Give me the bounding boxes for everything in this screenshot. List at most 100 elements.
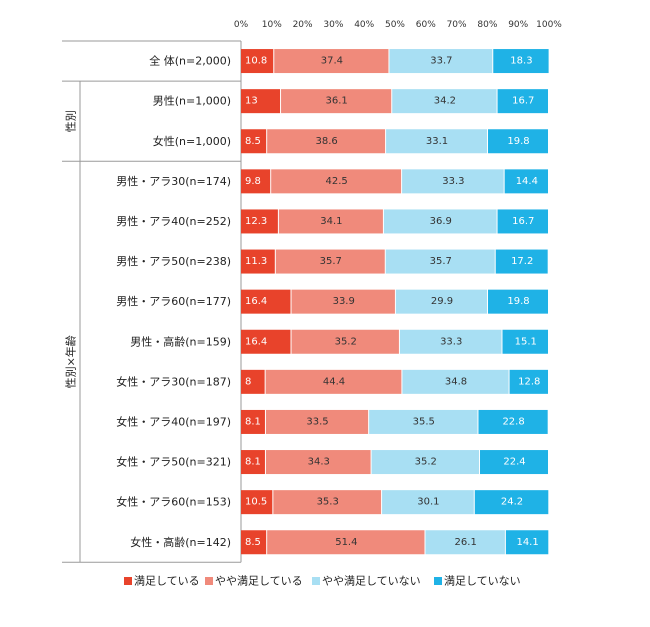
x-tick-label: 50%	[385, 20, 405, 30]
bar-segment	[241, 49, 274, 74]
data-label: 34.3	[308, 457, 330, 468]
bar-segment	[267, 129, 386, 154]
category-label: 男性・アラ50(n=238)	[116, 254, 231, 268]
bar-segment	[369, 409, 478, 434]
bar-segment	[241, 530, 267, 555]
legend-label: 満足していない	[444, 575, 521, 588]
data-label: 8.5	[245, 537, 261, 548]
category-label: 男性・アラ30(n=174)	[116, 174, 231, 188]
data-label: 17.2	[511, 256, 533, 267]
data-label: 36.9	[430, 216, 452, 227]
x-tick-label: 90%	[508, 20, 528, 30]
bar-segment	[488, 289, 548, 314]
data-label: 16.7	[512, 216, 534, 227]
bar-segment	[386, 129, 488, 154]
bar-segment	[265, 409, 369, 434]
data-label: 19.8	[507, 136, 529, 147]
data-label: 16.4	[245, 296, 267, 307]
data-label: 8	[245, 376, 251, 387]
bar-segment	[395, 289, 488, 314]
x-tick-label: 100%	[536, 20, 562, 30]
legend-item: やや満足している	[205, 575, 303, 588]
bar-segment	[402, 369, 509, 394]
legend: 満足している やや満足している やや満足していない 満足していない	[124, 575, 521, 588]
bar-segment	[273, 490, 382, 515]
category-label: 女性・アラ60(n=153)	[116, 495, 231, 509]
x-tick-label: 40%	[354, 20, 374, 30]
bar-row: 8.5 38.6 33.1 19.8	[241, 129, 548, 154]
bar-segment	[425, 530, 505, 555]
bar-segment	[241, 249, 275, 274]
legend-item: 満足していない	[434, 575, 521, 588]
bar-segment	[241, 129, 267, 154]
bar-row: 16.4 35.2 33.3 15.1	[241, 329, 548, 354]
data-label: 30.1	[417, 497, 439, 508]
x-tick-label: 80%	[477, 20, 497, 30]
data-label: 8.1	[245, 457, 261, 468]
bar-segment	[265, 450, 371, 475]
data-label: 15.1	[515, 336, 537, 347]
bar-row: 8.1 33.5 35.5 22.8	[241, 409, 548, 434]
data-label: 8.1	[245, 416, 261, 427]
category-label: 女性・アラ40(n=197)	[116, 414, 231, 428]
bar-segment	[392, 89, 497, 114]
data-label: 19.8	[507, 296, 529, 307]
data-label: 11.3	[245, 256, 267, 267]
bar-segment	[474, 490, 549, 515]
bar-segment	[402, 169, 504, 194]
bar-segment	[241, 329, 291, 354]
data-label: 51.4	[335, 537, 357, 548]
data-label: 13	[245, 96, 258, 107]
bar-segment	[281, 89, 392, 114]
bar-segment	[382, 490, 474, 515]
data-label: 34.2	[434, 96, 456, 107]
data-label: 33.1	[426, 136, 448, 147]
bar-row: 8.5 51.4 26.1 14.1	[241, 530, 549, 555]
category-label: 全 体(n=2,000)	[149, 54, 231, 68]
bar-segment	[241, 409, 265, 434]
bar-segment	[275, 249, 385, 274]
bars: 10.8 37.4 33.7 18.3 13 36.1 34.2 16.7 8.5 38.6 33.…	[241, 49, 549, 555]
x-tick-label: 70%	[447, 20, 467, 30]
data-label: 16.7	[512, 96, 534, 107]
bar-segment	[274, 49, 389, 74]
bar-row: 8 44.4 34.8 12.8	[241, 369, 548, 394]
bar-segment	[389, 49, 493, 74]
data-label: 22.8	[502, 416, 524, 427]
category-label: 女性・アラ30(n=187)	[116, 374, 231, 388]
data-label: 35.7	[430, 256, 452, 267]
data-label: 35.5	[413, 416, 435, 427]
data-label: 16.4	[245, 336, 267, 347]
category-label: 女性(n=1,000)	[153, 134, 231, 148]
data-label: 10.8	[245, 56, 267, 67]
data-label: 37.4	[321, 56, 343, 67]
bar-segment	[488, 129, 548, 154]
bar-row: 16.4 33.9 29.9 19.8	[241, 289, 548, 314]
data-label: 10.5	[245, 497, 267, 508]
category-labels: 全 体(n=2,000) 男性(n=1,000) 女性(n=1,000) 男性・アラ3…	[116, 54, 231, 549]
bar-segment	[497, 209, 548, 234]
x-tick-label: 60%	[416, 20, 436, 30]
legend-label: 満足している	[134, 575, 200, 588]
bar-row: 9.8 42.5 33.3 14.4	[241, 169, 548, 194]
legend-label: やや満足していない	[322, 575, 421, 588]
legend-item: やや満足していない	[312, 575, 421, 588]
data-label: 34.8	[445, 376, 467, 387]
bar-segment	[241, 169, 271, 194]
data-label: 35.7	[320, 256, 342, 267]
category-label: 女性・高齢(n=142)	[130, 535, 231, 549]
data-label: 35.2	[415, 457, 437, 468]
x-tick-label: 20%	[293, 20, 313, 30]
data-label: 24.2	[501, 497, 523, 508]
legend-swatch	[312, 577, 320, 585]
legend-swatch	[434, 577, 442, 585]
bar-segment	[371, 450, 480, 475]
legend-swatch	[205, 577, 213, 585]
bar-segment	[480, 450, 548, 475]
bar-row: 8.1 34.3 35.2 22.4	[241, 450, 548, 475]
data-label: 14.4	[516, 176, 538, 187]
bar-segment	[493, 49, 549, 74]
bar-segment	[241, 450, 265, 475]
bar-segment	[385, 249, 495, 274]
